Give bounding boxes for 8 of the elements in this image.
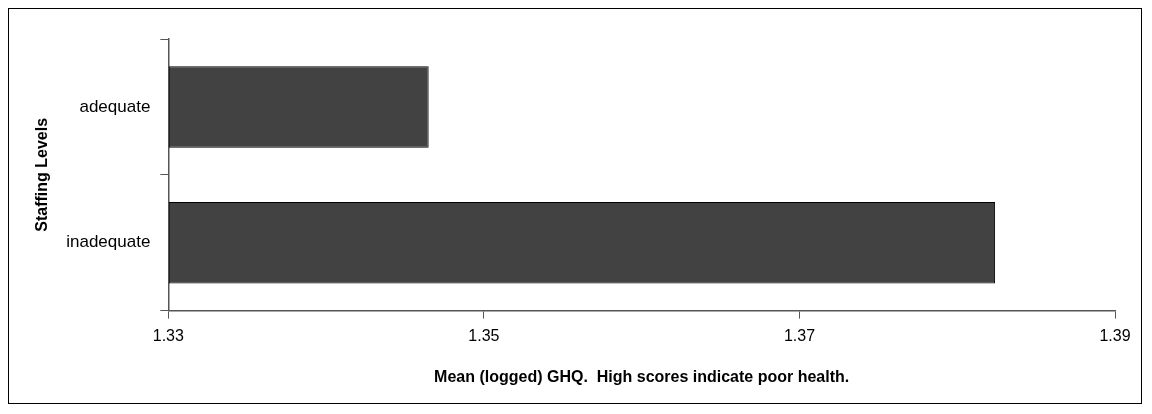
x-tick-label: 1.33 xyxy=(152,326,185,344)
y-tick-label: adequate xyxy=(79,96,151,116)
x-tick-label: 1.37 xyxy=(783,326,816,344)
x-tick-label: 1.39 xyxy=(1099,326,1131,344)
x-axis-title: Mean (logged) GHQ. High scores indicate poor health. xyxy=(434,367,850,385)
x-tick-label: 1.35 xyxy=(468,326,500,344)
y-axis-title: Staffing Levels xyxy=(33,117,51,232)
y-tick-label: inadequate xyxy=(66,232,151,252)
